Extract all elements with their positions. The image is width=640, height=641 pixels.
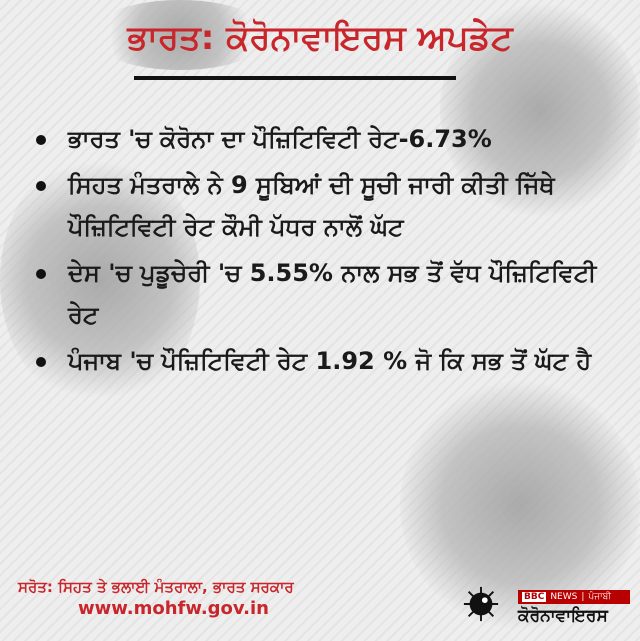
list-item: ਪੰਜਾਬ 'ਚ ਪੌਜ਼ਿਟਿਵਿਟੀ ਰੇਟ 1.92 % ਜੋ ਕਿ ਸਭ… bbox=[30, 340, 620, 382]
list-item: ਦੇਸ 'ਚ ਪੁਡੂਚੇਰੀ 'ਚ 5.55% ਨਾਲ ਸਭ ਤੋਂ ਵੱਧ … bbox=[30, 252, 620, 336]
source-text: ਸਰੋਤ: ਸਿਹਤ ਤੇ ਭਲਾਈ ਮੰਤਰਾਲਾ, ਭਾਰਤ ਸਰਕਾਰ bbox=[18, 578, 294, 596]
source-url: www.mohfw.gov.in bbox=[78, 598, 269, 619]
list-item: ਭਾਰਤ 'ਚ ਕੋਰੋਨਾ ਦਾ ਪੌਜ਼ਿਟਿਵਿਟੀ ਰੇਟ-6.73% bbox=[30, 118, 620, 160]
bullet-icon bbox=[36, 357, 46, 367]
bullet-list: ਭਾਰਤ 'ਚ ਕੋਰੋਨਾ ਦਾ ਪੌਜ਼ਿਟਿਵਿਟੀ ਰੇਟ-6.73% … bbox=[30, 118, 620, 386]
bullet-text: ਪੰਜਾਬ 'ਚ ਪੌਜ਼ਿਟਿਵਿਟੀ ਰੇਟ 1.92 % ਜੋ ਕਿ ਸਭ… bbox=[68, 347, 592, 375]
bullet-text: ਸਿਹਤ ਮੰਤਰਾਲੇ ਨੇ 9 ਸੂਬਿਆਂ ਦੀ ਸੂਚੀ ਜਾਰੀ ਕੀ… bbox=[68, 171, 555, 241]
news-label: NEWS bbox=[550, 592, 578, 602]
bbc-news-logo: BBC NEWS | ਪੰਜਾਬੀ ਕੋਰੋਨਾਵਾਇਰਸ bbox=[518, 590, 630, 626]
bbc-bar: BBC NEWS | ਪੰਜਾਬੀ bbox=[518, 590, 630, 604]
bullet-text: ਭਾਰਤ 'ਚ ਕੋਰੋਨਾ ਦਾ ਪੌਜ਼ਿਟਿਵਿਟੀ ਰੇਟ-6.73% bbox=[68, 125, 492, 153]
separator: | bbox=[581, 592, 585, 602]
bullet-icon bbox=[36, 135, 46, 145]
virus-icon bbox=[463, 586, 499, 622]
bullet-icon bbox=[36, 181, 46, 191]
virus-background bbox=[440, 0, 640, 220]
bullet-text: ਦੇਸ 'ਚ ਪੁਡੂਚੇਰੀ 'ਚ 5.55% ਨਾਲ ਸਭ ਤੋਂ ਵੱਧ … bbox=[68, 259, 597, 329]
logo-tag: ਕੋਰੋਨਾਵਾਇਰਸ bbox=[518, 606, 608, 626]
divider bbox=[134, 76, 456, 80]
page-title: ਭਾਰਤ: ਕੋਰੋਨਾਵਾਇਰਸ ਅਪਡੇਟ bbox=[127, 18, 513, 58]
virus-background bbox=[0, 150, 200, 410]
bbc-mark: BBC bbox=[522, 592, 547, 602]
language-label: ਪੰਜਾਬੀ bbox=[588, 592, 611, 602]
bullet-icon bbox=[36, 269, 46, 279]
list-item: ਸਿਹਤ ਮੰਤਰਾਲੇ ਨੇ 9 ਸੂਬਿਆਂ ਦੀ ਸੂਚੀ ਜਾਰੀ ਕੀ… bbox=[30, 164, 620, 248]
virus-background bbox=[90, 0, 270, 70]
virus-background bbox=[400, 380, 640, 630]
